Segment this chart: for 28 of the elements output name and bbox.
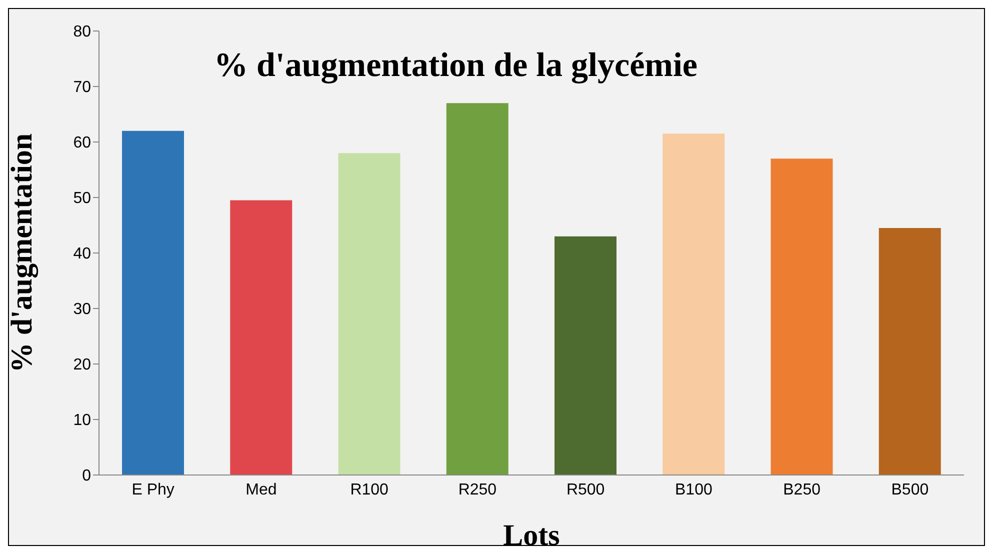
y-tick-label: 20 [73, 356, 92, 374]
x-tick-label: E Phy [132, 481, 174, 498]
x-tick-label: Med [246, 481, 277, 498]
x-tick-label: R100 [350, 481, 389, 498]
bar [770, 158, 833, 475]
bar [230, 200, 292, 475]
bar [446, 103, 508, 475]
y-tick-label: 0 [82, 468, 92, 485]
y-tick-label: 60 [73, 134, 92, 152]
y-tick-label: 50 [73, 190, 92, 208]
y-tick-label: 10 [73, 412, 92, 430]
y-axis-title: % d'augmentation [6, 133, 39, 373]
y-tick-label: 70 [73, 79, 92, 96]
bar [878, 228, 941, 475]
x-tick-label: B100 [675, 481, 712, 498]
x-tick-label: R250 [458, 481, 497, 498]
bar [338, 153, 400, 475]
x-axis-title: Lots [503, 519, 560, 552]
bar [122, 130, 184, 475]
bar [662, 134, 725, 475]
y-tick-label: 40 [73, 246, 92, 263]
x-tick-label: B250 [783, 481, 821, 498]
x-tick-label: R500 [566, 481, 605, 498]
y-tick-label: 80 [73, 24, 92, 41]
text: % d'augmentation de la glycémie [214, 47, 698, 85]
x-tick-label: B500 [891, 481, 929, 498]
bar [554, 236, 616, 475]
y-tick-label: 30 [73, 301, 92, 318]
